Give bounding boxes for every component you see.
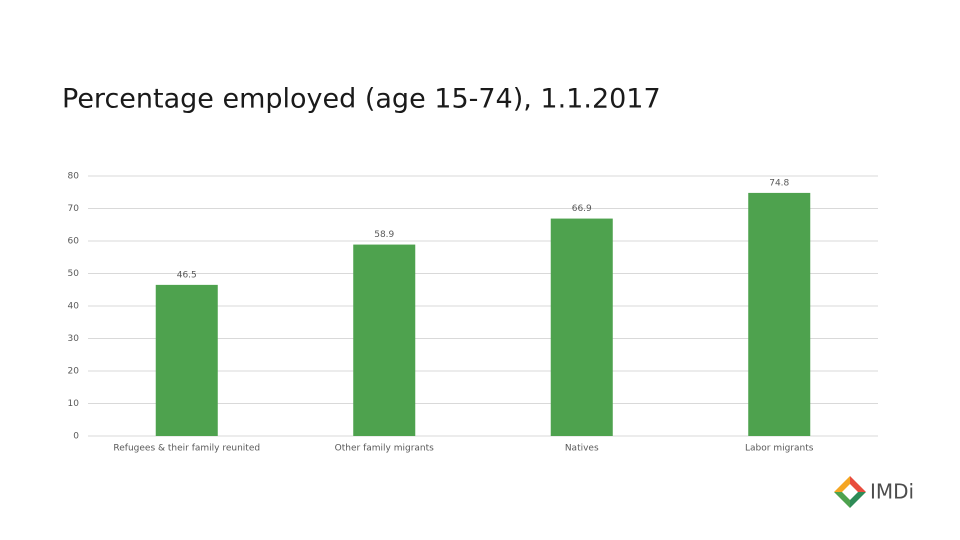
- y-tick-label: 70: [68, 204, 80, 214]
- logo-piece: [842, 484, 858, 500]
- x-tick-label: Natives: [565, 444, 599, 454]
- value-label: 66.9: [572, 204, 592, 214]
- y-tick-label: 0: [73, 432, 79, 442]
- y-tick-label: 30: [68, 334, 80, 344]
- y-tick-label: 10: [68, 399, 80, 409]
- value-label: 58.9: [374, 230, 394, 240]
- value-label: 46.5: [177, 270, 197, 280]
- bar: [155, 284, 218, 436]
- y-tick-label: 80: [68, 172, 80, 182]
- bar: [550, 218, 613, 436]
- value-label: 74.8: [769, 178, 789, 188]
- y-tick-label: 60: [68, 237, 80, 247]
- chart-title: Percentage employed (age 15-74), 1.1.201…: [62, 84, 661, 115]
- x-tick-label: Other family migrants: [335, 444, 434, 454]
- y-tick-label: 50: [68, 269, 80, 279]
- logo-text: IMDi: [870, 480, 914, 504]
- logo: IMDi: [834, 476, 914, 508]
- y-tick-label: 40: [68, 302, 80, 312]
- x-tick-label: Labor migrants: [745, 444, 814, 454]
- bar: [353, 244, 416, 436]
- bar: [748, 192, 811, 436]
- y-tick-label: 20: [68, 367, 80, 377]
- x-tick-label: Refugees & their family reunited: [113, 444, 260, 454]
